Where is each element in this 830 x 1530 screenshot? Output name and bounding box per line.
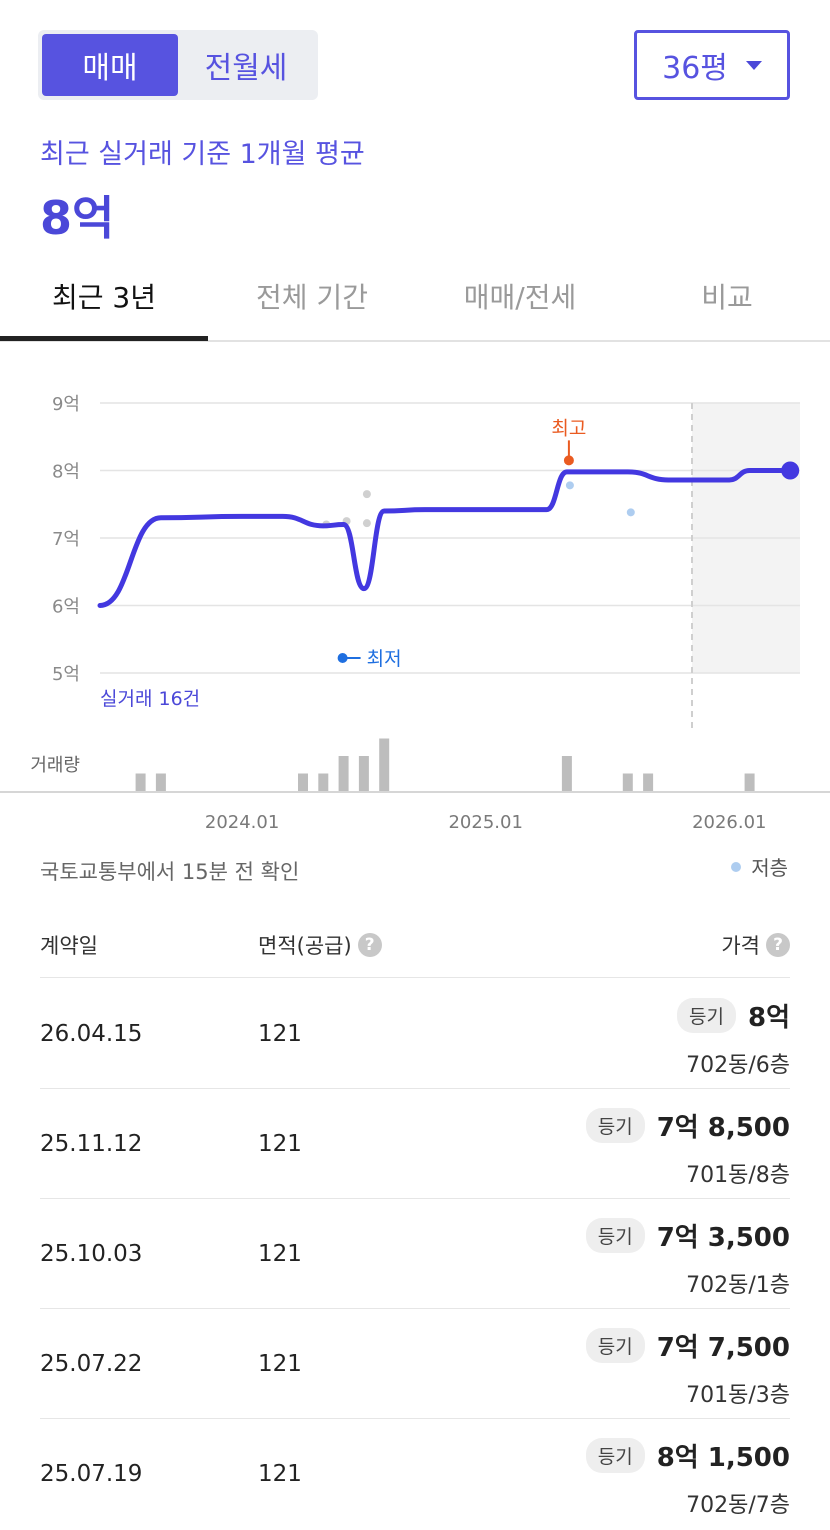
help-icon[interactable]: ? [357, 933, 382, 957]
x-tick-label: 2026.01 [692, 812, 766, 833]
average-label: 최근 실거래 기준 1개월 평균 [40, 139, 365, 170]
row-date: 25.11.12 [40, 1131, 143, 1157]
header-area: 면적(공급) ? [258, 930, 382, 960]
y-tick-label: 5억 [52, 664, 80, 685]
row-area: 121 [258, 1021, 302, 1047]
header-date: 계약일 [40, 930, 98, 960]
rent-tab-button[interactable]: 전월세 [204, 51, 288, 86]
low-floor-dot-icon [731, 861, 742, 872]
volume-bar [622, 773, 633, 791]
row-date: 26.04.15 [40, 1021, 143, 1047]
row-price: 7억 3,500 [656, 1223, 790, 1253]
transaction-point [565, 481, 574, 490]
row-price: 7억 8,500 [656, 1113, 790, 1143]
data-source-text: 국토교통부에서 15분 전 확인 [40, 860, 300, 884]
table-row[interactable]: 25.11.12 121 등기 7억 8,500 701동/8층 [40, 1089, 790, 1199]
volume-bar [318, 773, 329, 791]
header-area-label: 면적(공급) [258, 934, 352, 958]
volume-bar [744, 773, 755, 791]
row-price-line: 등기 7억 8,500 [585, 1107, 790, 1144]
caret-down-icon [745, 60, 762, 70]
row-unit: 702동/1층 [686, 1273, 790, 1298]
x-tick-label: 2025.01 [448, 812, 522, 833]
tab-compare[interactable]: 비교 [624, 262, 830, 340]
average-value: 8억 [40, 191, 115, 245]
high-marker-label: 최고 [551, 417, 586, 439]
price-trend-line [97, 468, 793, 608]
x-tick-label: 2024.01 [205, 812, 279, 833]
legend-low-floor-label: 저층 [751, 856, 788, 880]
header-date-label: 계약일 [40, 934, 98, 958]
row-unit: 702동/6층 [686, 1053, 790, 1078]
registered-badge: 등기 [677, 998, 736, 1033]
size-select-value: 36평 [662, 51, 728, 86]
low-marker-label: 최저 [367, 648, 402, 670]
help-icon[interactable]: ? [766, 933, 790, 957]
row-price-line: 등기 8억 [677, 997, 790, 1034]
y-tick-label: 8억 [52, 462, 80, 483]
y-tick-label: 7억 [52, 529, 80, 550]
transactions-table-header: 계약일 면적(공급) ? 가격 ? [40, 930, 790, 978]
row-unit: 701동/3층 [686, 1383, 790, 1408]
tab-sale-vs-jeonse[interactable]: 매매/전세 [416, 262, 624, 340]
volume-bar [643, 773, 654, 791]
volume-bar [155, 773, 166, 791]
y-tick-label: 6억 [52, 597, 80, 618]
row-date: 25.07.19 [40, 1461, 143, 1487]
registered-badge: 등기 [585, 1438, 645, 1473]
trade-type-toggle: 매매 전월세 [38, 30, 318, 100]
table-row[interactable]: 25.07.19 121 등기 8억 1,500 702동/7층 [40, 1419, 790, 1529]
transaction-point [362, 519, 371, 528]
row-area: 121 [258, 1461, 302, 1487]
y-tick-label: 9억 [52, 394, 80, 415]
tab-label: 매매/전세 [463, 281, 577, 314]
transaction-point [362, 490, 371, 499]
active-tab-indicator [0, 336, 208, 341]
tab-all-period[interactable]: 전체 기간 [208, 262, 416, 340]
volume-bar [135, 773, 146, 791]
row-price: 8억 [747, 1003, 790, 1033]
tab-label: 최근 3년 [52, 281, 156, 314]
row-area: 121 [258, 1241, 302, 1267]
tab-recent-3-years[interactable]: 최근 3년 [0, 262, 208, 340]
header-price-label: 가격 [721, 934, 760, 958]
registered-badge: 등기 [585, 1108, 645, 1143]
row-price: 7억 7,500 [656, 1333, 790, 1363]
row-unit: 702동/7층 [686, 1493, 790, 1518]
row-price: 8억 1,500 [656, 1443, 790, 1473]
tab-label: 전체 기간 [256, 281, 368, 314]
transaction-count-label: 실거래 16건 [100, 688, 200, 710]
registered-badge: 등기 [585, 1218, 645, 1253]
row-area: 121 [258, 1131, 302, 1157]
registered-badge: 등기 [585, 1328, 645, 1363]
volume-bar [358, 756, 369, 791]
volume-bar [379, 738, 390, 791]
row-price-line: 등기 7억 3,500 [585, 1217, 790, 1254]
high-marker-dot [563, 455, 574, 466]
volume-bar [338, 756, 349, 791]
size-select[interactable]: 36평 [634, 30, 790, 100]
row-price-line: 등기 8억 1,500 [585, 1437, 790, 1474]
sale-tab-button[interactable]: 매매 [42, 34, 178, 96]
volume-bar [298, 773, 308, 791]
row-unit: 701동/8층 [686, 1163, 790, 1188]
row-area: 121 [258, 1351, 302, 1377]
table-row[interactable]: 25.10.03 121 등기 7억 3,500 702동/1층 [40, 1199, 790, 1309]
row-date: 25.10.03 [40, 1241, 143, 1267]
header-price: 가격 ? [721, 930, 790, 960]
legend: 저층 [731, 852, 788, 881]
period-tabs: 최근 3년 전체 기간 매매/전세 비교 [0, 262, 830, 342]
transaction-point [626, 508, 635, 517]
table-row[interactable]: 25.07.22 121 등기 7억 7,500 701동/3층 [40, 1309, 790, 1419]
volume-label: 거래량 [30, 755, 80, 776]
tab-label: 비교 [701, 281, 753, 314]
row-price-line: 등기 7억 7,500 [585, 1327, 790, 1364]
row-date: 25.07.22 [40, 1351, 143, 1377]
table-row[interactable]: 26.04.15 121 등기 8억 702동/6층 [40, 979, 790, 1089]
volume-bar [561, 756, 572, 791]
latest-price-point [781, 461, 800, 480]
